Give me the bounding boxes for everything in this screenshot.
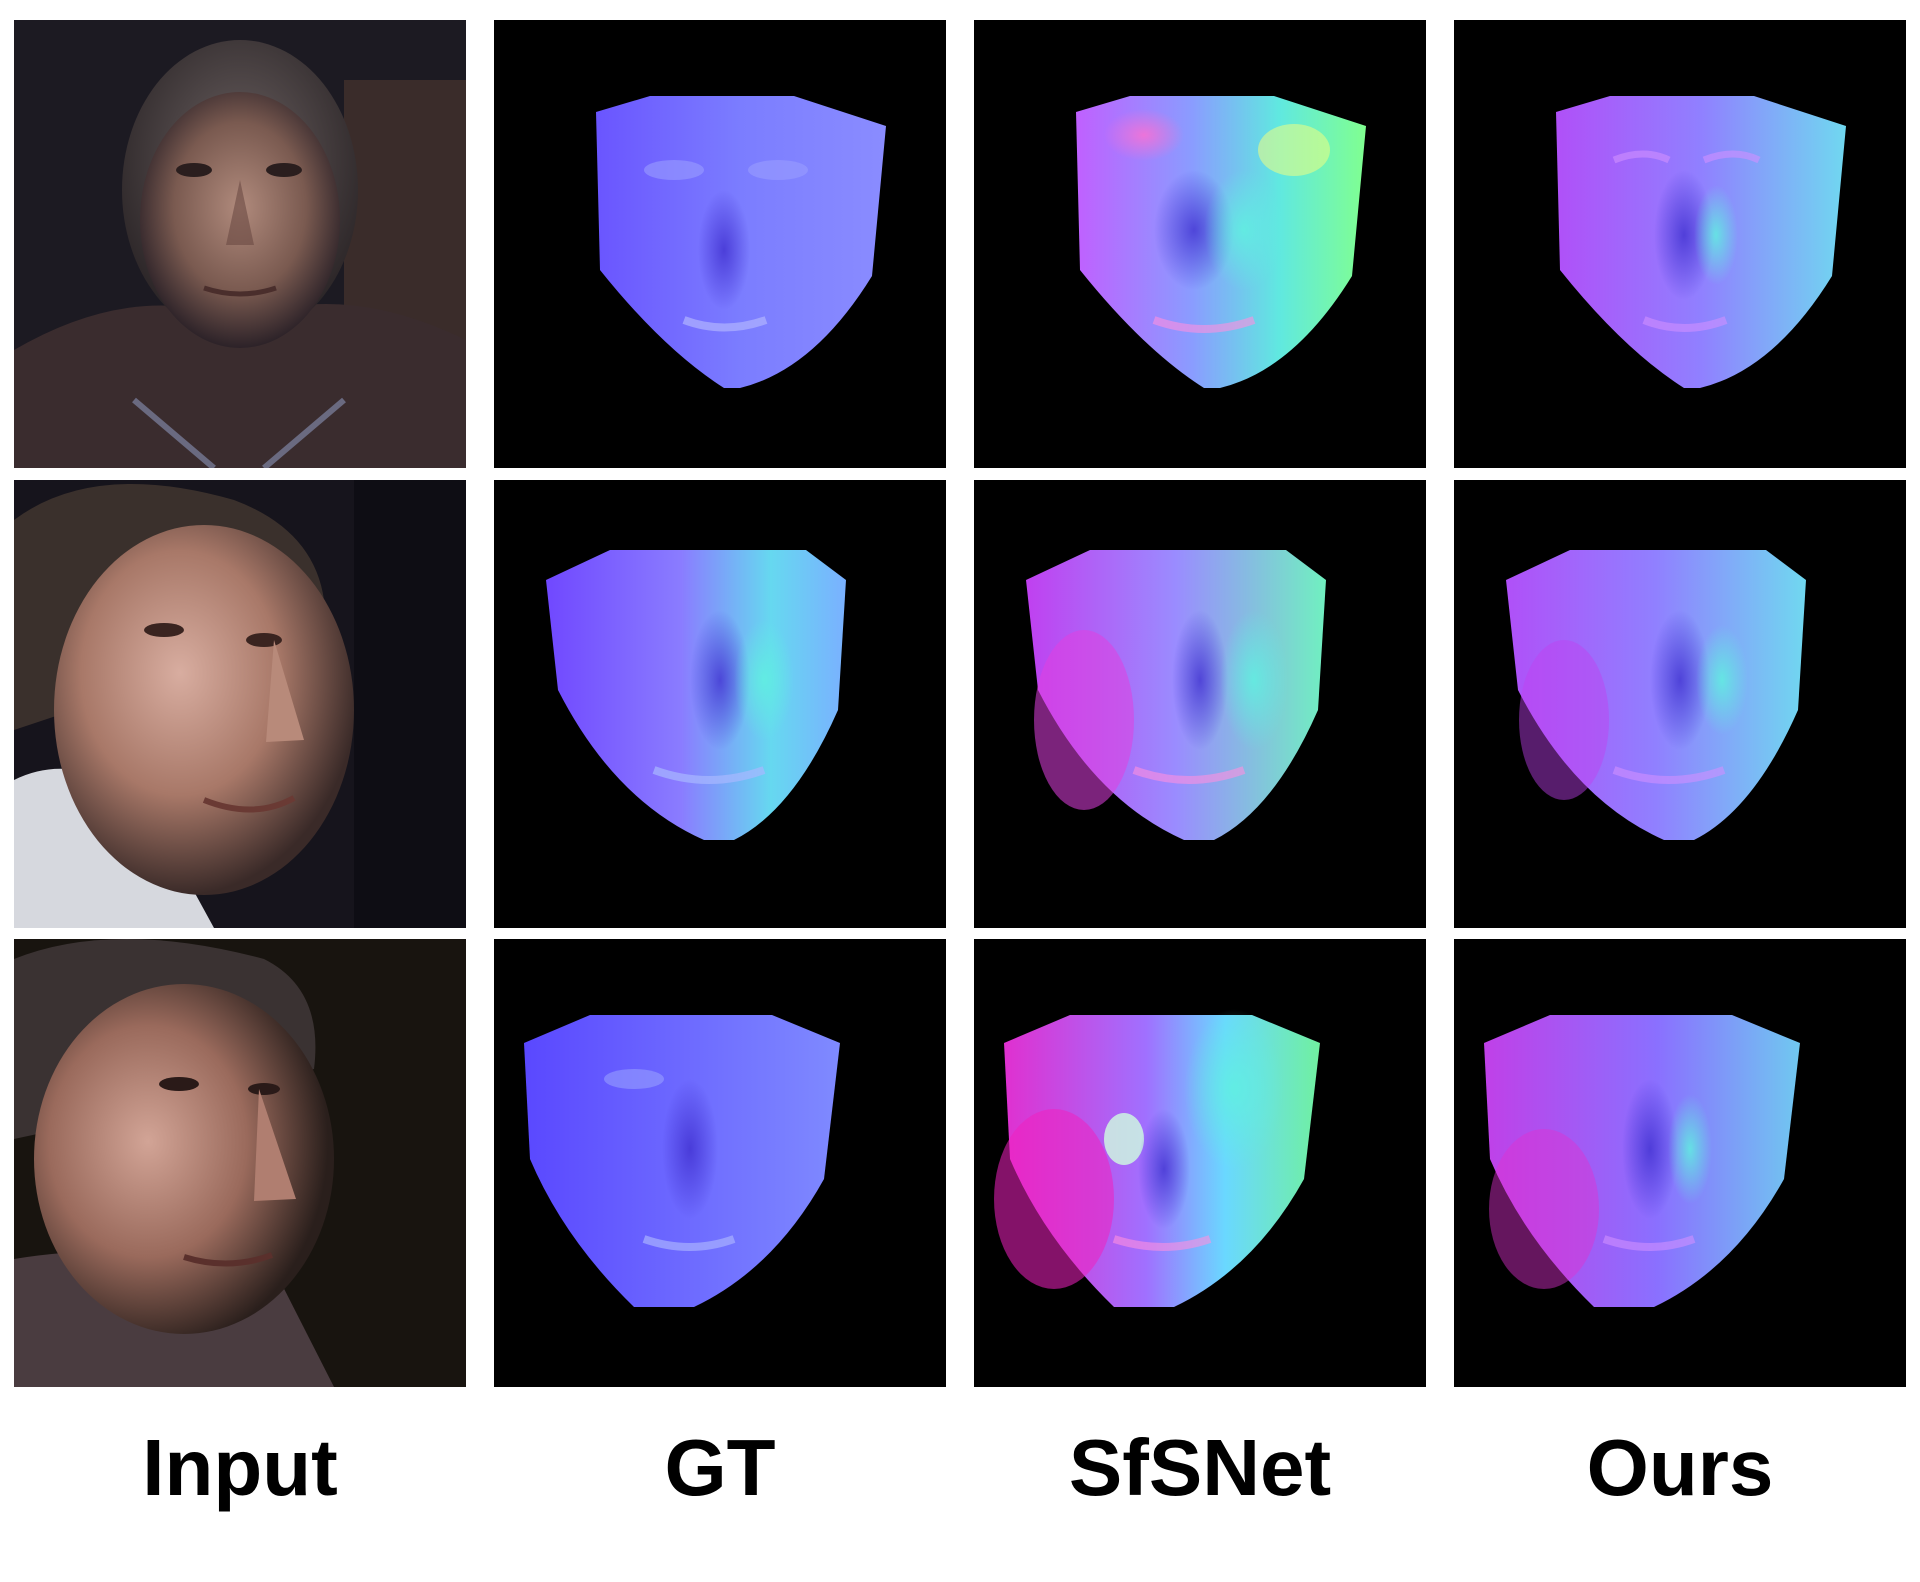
figure-grid — [14, 20, 1906, 1387]
input-photo-row2 — [14, 480, 466, 928]
column-label-ours: Ours — [1586, 1423, 1774, 1512]
gt-normal-map-row3 — [494, 939, 946, 1387]
ours-normal-map-row1 — [1454, 20, 1906, 468]
sfsnet-normal-map-row3 — [974, 939, 1426, 1387]
column-label-sfsnet: SfSNet — [1068, 1423, 1332, 1512]
sfsnet-normal-map-row2 — [974, 480, 1426, 928]
input-photo-row3 — [14, 939, 466, 1387]
input-photo-row1 — [14, 20, 466, 468]
gt-normal-map-row2 — [494, 480, 946, 928]
column-label-input: Input — [142, 1423, 338, 1512]
ours-normal-map-row3 — [1454, 939, 1906, 1387]
sfsnet-normal-map-row1 — [974, 20, 1426, 468]
ours-normal-map-row2 — [1454, 480, 1906, 928]
column-label-gt: GT — [664, 1423, 776, 1512]
gt-normal-map-row1 — [494, 20, 946, 468]
